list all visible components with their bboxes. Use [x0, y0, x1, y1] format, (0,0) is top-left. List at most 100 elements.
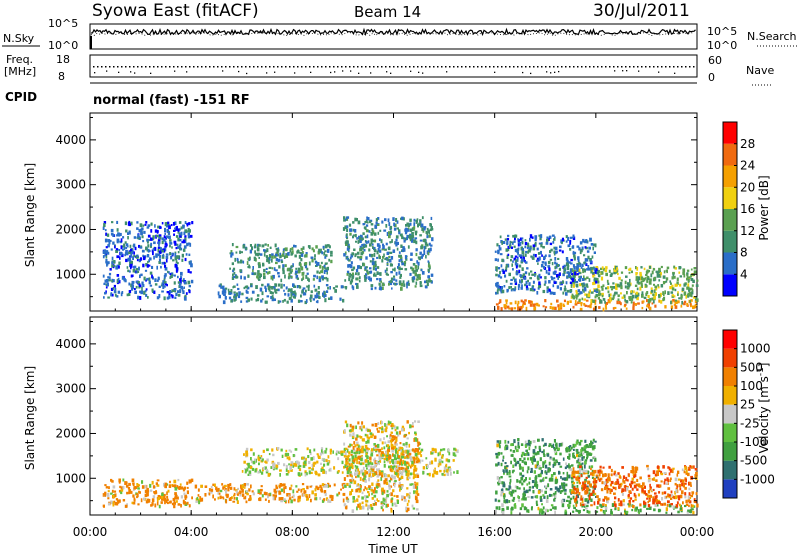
heatmap-cell: [532, 449, 536, 453]
heatmap-cell: [411, 237, 414, 241]
heatmap-cell: [573, 275, 576, 278]
heatmap-cell: [544, 299, 547, 303]
heatmap-cell: [248, 488, 251, 492]
heatmap-cell: [678, 283, 682, 287]
heatmap-cell: [120, 489, 124, 492]
heatmap-cell: [103, 282, 106, 285]
heatmap-cell: [281, 454, 284, 458]
heatmap-cell: [321, 277, 324, 281]
heatmap-cell: [352, 235, 354, 239]
heatmap-cell: [600, 504, 603, 508]
heatmap-cell: [261, 244, 265, 248]
heatmap-cell: [342, 486, 345, 489]
heatmap-cell: [169, 252, 172, 256]
heatmap-cell: [559, 485, 562, 489]
heatmap-cell: [521, 279, 523, 283]
heatmap-cell: [400, 282, 404, 287]
heatmap-cell: [297, 472, 300, 476]
heatmap-cell: [613, 500, 616, 504]
heatmap-cell: [306, 485, 309, 490]
heatmap-cell: [293, 244, 295, 248]
heatmap-cell: [632, 301, 635, 306]
heatmap-cell: [309, 451, 312, 456]
heatmap-cell: [520, 305, 523, 310]
nave-point: [530, 72, 532, 75]
heatmap-cell: [233, 487, 236, 491]
heatmap-cell: [558, 264, 560, 267]
heatmap-cell: [560, 476, 562, 479]
heatmap-cell: [674, 482, 677, 486]
heatmap-cell: [568, 446, 570, 450]
heatmap-cell: [295, 267, 298, 270]
heatmap-cell: [616, 267, 618, 271]
heatmap-cell: [381, 472, 383, 475]
heatmap-cell: [595, 266, 599, 270]
heatmap-cell: [456, 470, 459, 474]
heatmap-cell: [397, 455, 400, 459]
heatmap-cell: [357, 220, 361, 225]
heatmap-cell: [144, 493, 148, 497]
heatmap-cell: [583, 504, 586, 508]
heatmap-cell: [517, 495, 519, 499]
heatmap-cell: [628, 271, 631, 274]
heatmap-cell: [230, 252, 234, 256]
freq-point: [445, 66, 447, 68]
heatmap-cell: [183, 488, 186, 491]
heatmap-cell: [187, 229, 191, 232]
heatmap-cell: [527, 442, 531, 446]
heatmap-cell: [341, 471, 344, 474]
heatmap-cell: [404, 268, 408, 271]
heatmap-cell: [578, 461, 581, 466]
heatmap-cell: [418, 222, 421, 226]
heatmap-cell: [591, 255, 594, 259]
heatmap-cell: [386, 273, 389, 276]
heatmap-cell: [677, 291, 679, 294]
heatmap-cell: [422, 470, 425, 475]
heatmap-cell: [296, 285, 299, 289]
heatmap-cell: [375, 485, 379, 488]
heatmap-cell: [428, 472, 431, 477]
heatmap-cell: [393, 470, 396, 475]
heatmap-cell: [177, 478, 180, 482]
heatmap-cell: [581, 462, 584, 465]
freq-point: [661, 66, 663, 68]
heatmap-cell: [601, 481, 604, 485]
heatmap-cell: [524, 245, 527, 249]
heatmap-cell: [158, 254, 161, 258]
nave-point: [134, 72, 136, 74]
heatmap-cell: [322, 292, 325, 296]
heatmap-cell: [394, 479, 397, 483]
heatmap-cell: [525, 250, 528, 254]
heatmap-cell: [273, 255, 277, 259]
heatmap-cell: [688, 492, 691, 496]
heatmap-cell: [574, 303, 578, 306]
heatmap-cell: [324, 450, 327, 454]
heatmap-cell: [378, 470, 381, 473]
heatmap-cell: [654, 289, 656, 293]
nave-point: [334, 71, 336, 73]
heatmap-cell: [497, 461, 500, 466]
heatmap-cell: [183, 286, 185, 289]
heatmap-cell: [279, 484, 281, 489]
heatmap-cell: [369, 460, 372, 464]
nave-point: [554, 71, 556, 73]
heatmap-cell: [518, 306, 521, 311]
heatmap-cell: [351, 275, 354, 280]
heatmap-cell: [506, 471, 509, 476]
heatmap-cell: [646, 304, 649, 308]
heatmap-cell: [576, 264, 580, 268]
heatmap-cell: [163, 494, 166, 499]
heatmap-cell: [401, 427, 404, 432]
heatmap-cell: [300, 247, 303, 251]
heatmap-cell: [588, 267, 591, 271]
heatmap-cell: [575, 509, 578, 512]
heatmap-cell: [214, 498, 216, 501]
freq-point: [429, 66, 431, 68]
heatmap-cell: [186, 224, 189, 227]
heatmap-cell: [501, 481, 504, 485]
heatmap-cell: [279, 255, 282, 259]
heatmap-cell: [286, 456, 289, 460]
heatmap-cell: [321, 251, 324, 255]
heatmap-cell: [627, 503, 629, 506]
heatmap-cell: [495, 510, 497, 514]
